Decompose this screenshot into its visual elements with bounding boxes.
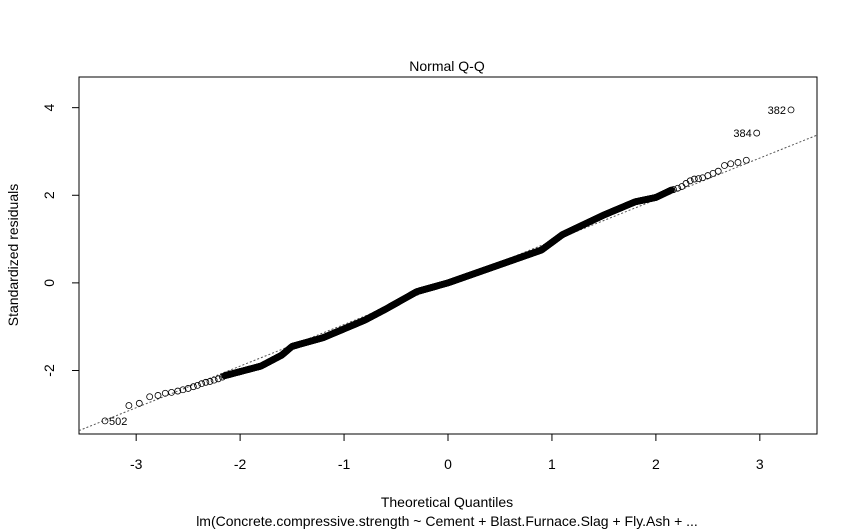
- qq-point: [146, 393, 154, 401]
- y-axis: -2 0 2 4: [41, 104, 79, 377]
- qq-point: [714, 167, 722, 175]
- plot-frame: [78, 76, 818, 435]
- qq-point: [202, 378, 210, 386]
- y-tick-label: -2: [41, 364, 57, 377]
- qq-point: [194, 381, 201, 389]
- qq-point: [154, 392, 162, 399]
- data-points: [101, 106, 795, 425]
- x-tick-label: 0: [444, 456, 452, 472]
- qq-point: [101, 417, 109, 425]
- qq-point: [695, 175, 702, 183]
- qq-point: [206, 378, 214, 385]
- x-axis: -3 -2 -1 0 1 2 3: [130, 434, 764, 472]
- qq-point: [198, 380, 206, 388]
- qq-point: [125, 402, 133, 409]
- x-tick-label: -3: [130, 456, 143, 472]
- x-tick-label: 3: [756, 456, 764, 472]
- qq-point: [179, 386, 187, 394]
- qq-point: [161, 389, 169, 397]
- point-label: 502: [109, 416, 127, 428]
- qq-point: [734, 159, 742, 166]
- qq-point: [668, 186, 675, 194]
- x-tick-label: -1: [338, 456, 351, 472]
- qq-point: [189, 383, 197, 391]
- qq-point: [174, 387, 182, 395]
- point-labels: 382 384 502: [109, 105, 786, 428]
- qq-point: [753, 129, 761, 137]
- point-label: 384: [733, 128, 751, 140]
- x-tick-label: 2: [652, 456, 660, 472]
- qq-point: [742, 156, 750, 164]
- qq-point: [135, 399, 143, 407]
- qq-point: [210, 376, 218, 384]
- y-tick-label: 2: [41, 191, 57, 199]
- qq-point: [214, 375, 222, 383]
- chart-title: Normal Q-Q: [409, 58, 485, 74]
- x-tick-label: 1: [548, 456, 556, 472]
- model-formula-label: lm(Concrete.compressive.strength ~ Cemen…: [196, 513, 698, 529]
- qq-point: [787, 106, 795, 114]
- qq-point: [727, 160, 735, 168]
- y-tick-label: 0: [41, 279, 57, 287]
- point-label: 382: [768, 105, 786, 117]
- y-axis-label: Standardized residuals: [5, 184, 21, 326]
- qq-point: [686, 177, 694, 185]
- qq-point: [690, 175, 698, 183]
- qq-point: [721, 162, 728, 169]
- qq-point: [674, 184, 682, 192]
- y-tick-label: 4: [41, 104, 57, 112]
- x-tick-label: -2: [234, 456, 247, 472]
- qq-point: [168, 388, 175, 396]
- x-axis-label: Theoretical Quantiles: [381, 494, 513, 510]
